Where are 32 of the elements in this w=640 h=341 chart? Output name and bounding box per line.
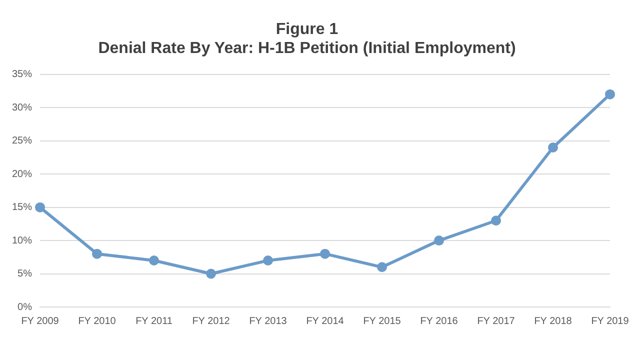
point (491, 216, 502, 226)
y-tick-label: 10% (12, 235, 32, 246)
y-tick-label: 35% (12, 69, 32, 80)
x-tick-label: FY 2011 (136, 316, 173, 327)
chart-subtitle: Denial Rate By Year: H-1B Petition (Initial Employment) (98, 40, 516, 58)
point (434, 236, 444, 246)
y-tick-label: 0% (18, 302, 32, 313)
y-tick-label: 30% (12, 102, 32, 114)
point (35, 202, 46, 212)
y-tick-label: 25% (12, 136, 32, 147)
x-tick-label: FY 2012 (192, 316, 230, 327)
point (149, 255, 160, 266)
x-tick-label: FY 2017 (477, 316, 516, 327)
x-tick-label: FY 2014 (306, 316, 344, 327)
point (320, 248, 330, 259)
point (206, 268, 216, 279)
x-tick-label: FY 2015 (363, 316, 402, 327)
y-tick-label: 20% (12, 168, 32, 180)
y-tick-label: 15% (12, 202, 32, 214)
x-tick-label: FY 2016 (420, 316, 458, 327)
point (548, 142, 558, 153)
point (92, 248, 102, 259)
point (377, 262, 388, 272)
x-tick-label: FY 2009 (21, 316, 60, 327)
x-tick-label: FY 2019 (591, 316, 630, 327)
chart-title: Figure 1 (276, 21, 338, 38)
x-tick-label: FY 2010 (78, 316, 116, 327)
y-tick-label: 5% (18, 268, 32, 280)
x-tick-label: FY 2013 (249, 316, 288, 327)
point (605, 89, 615, 100)
point (263, 255, 274, 266)
x-tick-label: FY 2018 (534, 316, 572, 327)
